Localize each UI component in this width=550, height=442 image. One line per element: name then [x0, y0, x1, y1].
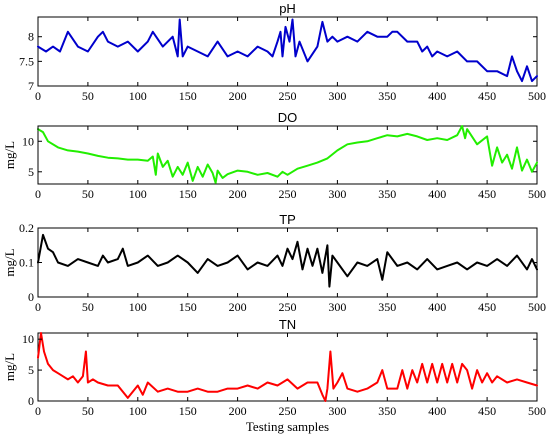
ph-ytick-label: 8: [28, 30, 34, 44]
tp-xtick-label: 150: [179, 300, 197, 314]
do-xtick-label: 300: [328, 187, 346, 201]
do-xtick-label: 250: [279, 187, 297, 201]
tn-series-line: [37, 332, 538, 402]
tn-ytick-label: 5: [28, 363, 34, 377]
tn-xtick-label: 300: [328, 404, 346, 418]
ph-series-line: [37, 18, 538, 83]
tn-xtick-label: 250: [279, 404, 297, 418]
ph-xtick-label: 200: [229, 89, 247, 103]
do-ytick-label: 5: [28, 165, 34, 179]
do-series-line: [37, 125, 538, 184]
tp-xtick-label: 400: [428, 300, 446, 314]
tp-xtick-label: 50: [82, 300, 94, 314]
tp-axes-box: [37, 227, 538, 298]
ph-xtick-label: 50: [82, 89, 94, 103]
do-xtick-label: 50: [82, 187, 94, 201]
tp-title: TP: [279, 212, 296, 227]
ph-xtick-label: 350: [378, 89, 396, 103]
ph-xtick-label: 150: [179, 89, 197, 103]
ph-ytick-label: 7.5: [19, 54, 34, 68]
do-title: DO: [278, 110, 298, 125]
tn-xtick-label: 450: [478, 404, 496, 418]
tp-ytick-label: 0.1: [19, 256, 34, 270]
tp-xtick-label: 0: [35, 300, 41, 314]
tn-ylabel: mg/L: [2, 353, 17, 381]
do-xtick-label: 450: [478, 187, 496, 201]
tn-xtick-label: 350: [378, 404, 396, 418]
ph-xtick-label: 450: [478, 89, 496, 103]
do-xtick-label: 400: [428, 187, 446, 201]
do-xtick-label: 0: [35, 187, 41, 201]
ph-xtick-label: 0: [35, 89, 41, 103]
tn-xtick-label: 0: [35, 404, 41, 418]
tp-xtick-label: 100: [129, 300, 147, 314]
subplot-tn: TN mg/L Testing samples 0 50 100 150 200 250 3…: [2, 317, 546, 434]
ph-xtick-label: 400: [428, 89, 446, 103]
tn-title: TN: [279, 317, 296, 332]
ph-ytick-label: 7: [28, 79, 34, 93]
do-ytick-label: 10: [22, 134, 34, 148]
do-xtick-label: 100: [129, 187, 147, 201]
tn-xlabel: Testing samples: [246, 419, 329, 434]
do-xtick-label: 200: [229, 187, 247, 201]
ph-xtick-label: 300: [328, 89, 346, 103]
subplot-tp: TP mg/L 0 50 100 150 200 250 300 350 400 450 500 0 0…: [2, 212, 546, 314]
tn-ytick-label: 0: [28, 394, 34, 408]
ph-title: pH: [279, 1, 296, 16]
ph-axes-box: [37, 16, 538, 87]
tn-xtick-label: 500: [528, 404, 546, 418]
tp-xtick-label: 450: [478, 300, 496, 314]
tn-xtick-label: 100: [129, 404, 147, 418]
tp-xtick-label: 350: [378, 300, 396, 314]
tn-xtick-label: 200: [229, 404, 247, 418]
tp-ylabel: mg/L: [2, 248, 17, 276]
tn-xtick-label: 150: [179, 404, 197, 418]
do-xtick-label: 150: [179, 187, 197, 201]
tn-xtick-label: 400: [428, 404, 446, 418]
tp-xtick-label: 300: [328, 300, 346, 314]
do-ylabel: mg/L: [2, 141, 17, 169]
tp-xtick-label: 250: [279, 300, 297, 314]
tp-ytick-label: 0: [28, 290, 34, 304]
tn-ytick-label: 10: [22, 332, 34, 346]
subplot-ph: pH 0 50 100 150 200 250 300 350 400 450 500 7 7.5 8: [19, 1, 546, 103]
tp-series-line: [37, 233, 538, 288]
subplot-do: DO mg/L 0 50 100 150 200 250 300 350 400 450 500 5 1…: [2, 110, 546, 201]
ph-xtick-label: 250: [279, 89, 297, 103]
tp-ytick-label: 0.2: [19, 221, 34, 235]
tn-xtick-label: 50: [82, 404, 94, 418]
ph-xtick-label: 100: [129, 89, 147, 103]
tp-xtick-label: 200: [229, 300, 247, 314]
do-xtick-label: 350: [378, 187, 396, 201]
do-xtick-label: 500: [528, 187, 546, 201]
ph-xtick-label: 500: [528, 89, 546, 103]
tp-xtick-label: 500: [528, 300, 546, 314]
